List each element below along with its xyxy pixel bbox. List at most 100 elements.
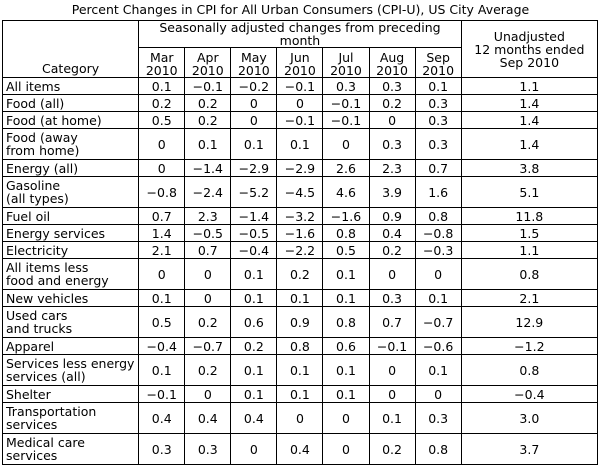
monthly-change-cell: 0.2: [368, 433, 416, 465]
category-cell: All items: [1, 77, 140, 95]
monthly-change-cell: 0: [368, 258, 416, 290]
monthly-change-cell: 0.7: [138, 207, 186, 225]
monthly-change-cell: 0.8: [414, 433, 462, 465]
category-label: New vehicles: [6, 290, 89, 306]
unadjusted-cell: −1.2: [460, 337, 599, 355]
monthly-change-cell: 0.1: [414, 289, 462, 307]
category-label: Apparel: [6, 338, 55, 354]
monthly-change-cell: 0.7: [414, 159, 462, 177]
category-label: from home): [6, 143, 80, 158]
category-label: Food (away: [6, 130, 78, 145]
monthly-change-cell: 0.1: [276, 128, 324, 160]
monthly-change-cell: 0: [368, 354, 416, 386]
category-cell: Food (away from home): [1, 128, 140, 160]
monthly-change-cell: 0: [368, 385, 416, 403]
month-header-line1: Jun: [290, 50, 310, 65]
month-header: Jul 2010: [322, 47, 370, 78]
monthly-change-cell: 0.8: [276, 337, 324, 355]
monthly-change-cell: −0.7: [414, 306, 462, 338]
category-cell: Food (all): [1, 94, 140, 112]
monthly-change-cell: 0.1: [322, 354, 370, 386]
monthly-change-cell: 0.3: [184, 433, 232, 465]
category-label: Food (at home): [6, 112, 102, 128]
monthly-change-cell: 0.3: [368, 77, 416, 95]
category-label: Services less energy: [6, 356, 135, 371]
monthly-change-cell: 0.2: [138, 94, 186, 112]
monthly-change-cell: 0.3: [322, 77, 370, 95]
monthly-change-cell: 0.4: [138, 402, 186, 434]
monthly-change-cell: 0.3: [368, 289, 416, 307]
monthly-change-cell: 0.1: [322, 385, 370, 403]
category-cell: Shelter: [1, 385, 140, 403]
category-cell: Gasoline (all types): [1, 176, 140, 208]
cpi-table: Category Seasonally adjusted changes fro…: [1, 20, 599, 465]
category-label: Energy (all): [6, 160, 79, 176]
month-header-line1: Mar: [149, 50, 174, 65]
category-label: Energy services: [6, 225, 106, 241]
monthly-change-cell: 0.5: [322, 241, 370, 259]
monthly-change-cell: 0.4: [368, 224, 416, 242]
monthly-change-cell: 0.3: [368, 128, 416, 160]
table-row: Medical care services 0.3 0.3 0 0.4 0 0.2 0.8 3.7: [1, 433, 599, 465]
category-cell: Food (at home): [1, 111, 140, 129]
monthly-change-cell: 0.1: [322, 289, 370, 307]
category-label: Food (all): [6, 95, 65, 111]
table-row: All items less food and energy 0 0 0.1 0.2 0.1…: [1, 258, 599, 290]
table-row: Used cars and trucks 0.5 0.2 0.6 0.9 0.8 0.7 −0.…: [1, 306, 599, 338]
month-header-line2: 2010: [145, 63, 178, 78]
category-label: services (all): [6, 369, 86, 384]
monthly-change-cell: 0.2: [184, 354, 232, 386]
monthly-change-cell: 0.9: [368, 207, 416, 225]
monthly-change-cell: 0.1: [414, 77, 462, 95]
monthly-change-cell: 0.7: [368, 306, 416, 338]
month-header-line1: Apr: [196, 50, 219, 65]
unadjusted-cell: 1.4: [460, 94, 599, 112]
monthly-change-cell: −1.6: [322, 207, 370, 225]
table-row: Fuel oil 0.7 2.3 −1.4 −3.2 −1.6 0.9 0.8 11.8: [1, 207, 599, 225]
monthly-change-cell: −0.4: [138, 337, 186, 355]
monthly-change-cell: 0.2: [184, 94, 232, 112]
monthly-change-cell: 0.6: [230, 306, 278, 338]
monthly-change-cell: 1.6: [414, 176, 462, 208]
monthly-change-cell: 0.4: [276, 433, 324, 465]
monthly-change-cell: −0.4: [230, 241, 278, 259]
monthly-change-cell: 0.1: [414, 354, 462, 386]
monthly-change-cell: 0: [276, 94, 324, 112]
monthly-change-cell: 0.1: [276, 385, 324, 403]
category-header: Category: [1, 20, 140, 78]
table-row: Energy services 1.4 −0.5 −0.5 −1.6 0.8 0.4 −0.8…: [1, 224, 599, 242]
category-cell: Electricity: [1, 241, 140, 259]
monthly-change-cell: 0: [322, 128, 370, 160]
monthly-change-cell: 0: [322, 402, 370, 434]
monthly-change-cell: 0.1: [184, 128, 232, 160]
month-header: May 2010: [230, 47, 278, 78]
monthly-change-cell: −0.1: [322, 94, 370, 112]
month-header-line2: 2010: [237, 63, 270, 78]
monthly-change-cell: 0.1: [230, 385, 278, 403]
monthly-change-cell: 2.3: [184, 207, 232, 225]
monthly-change-cell: 0.2: [184, 306, 232, 338]
table-row: Gasoline (all types) −0.8 −2.4 −5.2 −4.5 4.6 3.…: [1, 176, 599, 208]
monthly-change-cell: −3.2: [276, 207, 324, 225]
category-cell: New vehicles: [1, 289, 140, 307]
monthly-change-cell: 0.2: [230, 337, 278, 355]
monthly-change-cell: 0.3: [414, 402, 462, 434]
table-row: Apparel −0.4 −0.7 0.2 0.8 0.6 −0.1 −0.6 −1.2: [1, 337, 599, 355]
category-cell: Apparel: [1, 337, 140, 355]
category-cell: Medical care services: [1, 433, 140, 465]
monthly-change-cell: 0.1: [322, 258, 370, 290]
monthly-change-cell: 0.1: [230, 354, 278, 386]
table-row: Electricity 2.1 0.7 −0.4 −2.2 0.5 0.2 −0.3 1.1: [1, 241, 599, 259]
unadjusted-cell: 1.4: [460, 128, 599, 160]
monthly-change-cell: 0.5: [138, 306, 186, 338]
monthly-change-cell: 0.1: [230, 289, 278, 307]
category-label: Gasoline: [6, 178, 61, 193]
category-label: Fuel oil: [6, 208, 51, 224]
monthly-change-cell: 0.1: [138, 354, 186, 386]
monthly-change-cell: 0: [322, 433, 370, 465]
unadjusted-cell: 3.8: [460, 159, 599, 177]
category-label: services: [6, 417, 58, 432]
monthly-change-cell: 0: [184, 258, 232, 290]
month-header-line1: Aug: [379, 50, 405, 65]
table-title: Percent Changes in CPI for All Urban Con…: [71, 2, 530, 17]
